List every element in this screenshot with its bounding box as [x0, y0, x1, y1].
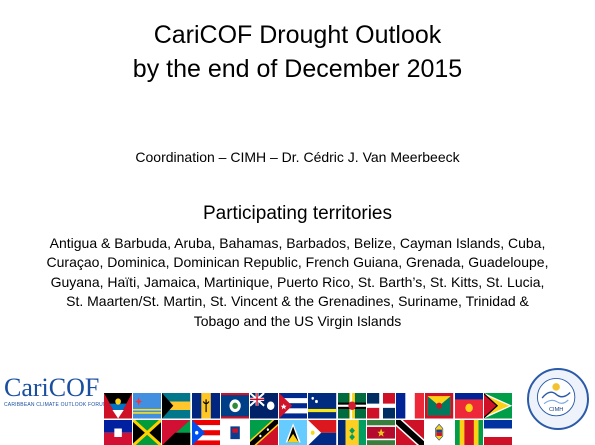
flag-guadeloupe — [454, 393, 483, 419]
cimh-seal-label: CIMH — [549, 407, 563, 413]
caricof-logo: CariCOF CARIBBEAN CLIMATE OUTLOOK FORUM — [4, 373, 108, 412]
cimh-seal-logo: CIMH — [527, 368, 589, 430]
flag-dominica — [337, 393, 366, 419]
coordination-line: Coordination – CIMH – Dr. Cédric J. Van … — [135, 149, 460, 165]
flag-suriname — [366, 419, 396, 445]
flag-dominican-republic — [366, 393, 396, 419]
flag-haiti — [104, 419, 133, 445]
flag-grenada-2 — [454, 419, 483, 445]
flag-us-virgin-islands — [425, 419, 454, 445]
flag-cayman-islands — [250, 393, 279, 419]
slide-title-line-2: by the end of December 2015 — [132, 55, 463, 83]
participating-heading: Participating territories — [202, 203, 393, 224]
territories-list: Antigua & Barbuda, Aruba, Bahamas, Barba… — [46, 235, 549, 329]
flag-st-vincent — [337, 419, 366, 445]
flag-french-guiana — [396, 393, 425, 419]
flag-st-barths — [220, 419, 250, 445]
flag-jamaica — [133, 419, 162, 445]
flag-st-maarten — [308, 419, 337, 445]
caricof-logo-name: CariCOF — [4, 373, 100, 402]
slide-title: CariCOF Drought Outlook by the end of De… — [0, 18, 595, 86]
slide-title-line-1: CariCOF Drought Outlook — [153, 21, 442, 49]
cimh-seal-graphic: CIMH — [536, 377, 576, 417]
flag-trinidad-tobago — [396, 419, 425, 445]
flag-antigua-barbuda — [104, 393, 133, 419]
flag-strip — [104, 393, 512, 445]
flag-grenada — [425, 393, 454, 419]
flag-st-kitts — [250, 419, 279, 445]
flag-aruba — [133, 393, 162, 419]
flag-martinique — [162, 419, 191, 445]
caricof-logo-tagline: CARIBBEAN CLIMATE OUTLOOK FORUM — [4, 402, 108, 408]
flag-belize — [220, 393, 250, 419]
flag-puerto-rico — [191, 419, 220, 445]
flag-st-lucia — [279, 419, 308, 445]
flag-cuba — [279, 393, 308, 419]
flag-barbados — [191, 393, 220, 419]
flag-guyana — [483, 393, 512, 419]
flag-bahamas — [162, 393, 191, 419]
flag-guyana-2 — [483, 419, 512, 445]
flag-curacao — [308, 393, 337, 419]
